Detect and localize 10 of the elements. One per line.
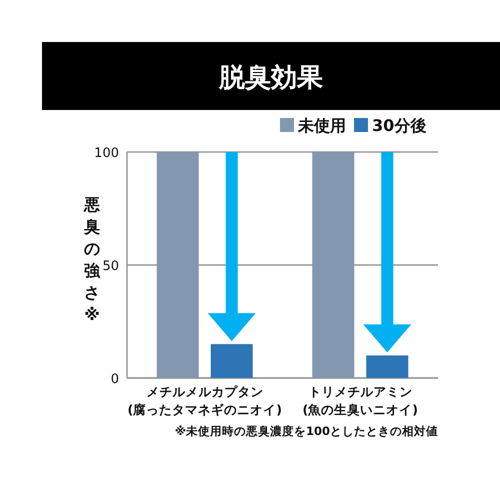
chart-title: 脱臭効果 bbox=[218, 63, 323, 93]
y-axis-title: 悪臭の強さ※ bbox=[83, 195, 101, 324]
text: ※未使用時の悪臭濃度を100としたときの相対値 bbox=[174, 424, 438, 438]
x-tick-label: メチルメルカプタン (腐ったタマネギのニオイ) bbox=[128, 384, 282, 417]
y-tick-label: 0 bbox=[110, 372, 119, 387]
legend-label: 30分後 bbox=[372, 116, 426, 135]
y-tick-label: 50 bbox=[102, 259, 119, 274]
y-tick-label: 100 bbox=[94, 146, 119, 161]
legend-label: 未使用 bbox=[297, 116, 346, 135]
x-tick-label: トリメチルアミン (魚の生臭いニオイ) bbox=[302, 384, 418, 417]
